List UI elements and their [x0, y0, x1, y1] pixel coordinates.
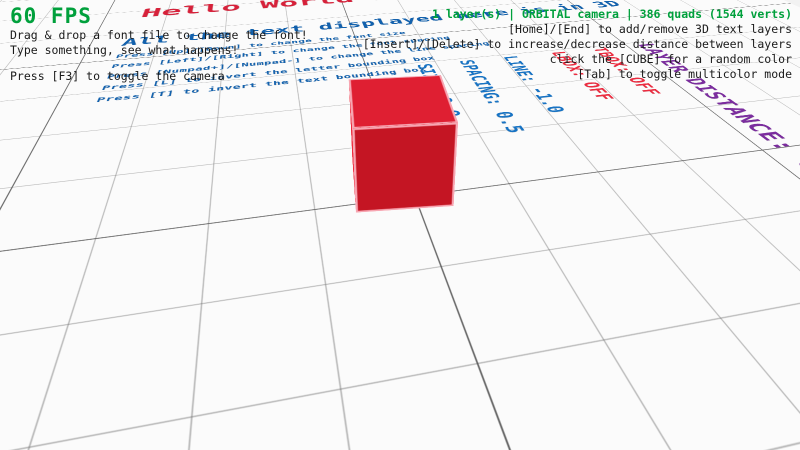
hint-add-remove-layers: [Home]/[End] to add/remove 3D text layer… [508, 22, 792, 36]
hint-multicolor: [Tab] to toggle multicolor mode [577, 67, 792, 81]
hint-cube-color: click the [CUBE] for a random color [549, 52, 792, 66]
fps-counter: 60 FPS [10, 4, 92, 28]
hud-spacer [10, 58, 308, 69]
hud-right-panel: 1 layer(s) | ORBITAL camera | 386 quads … [363, 6, 792, 82]
instruction-line: Type something, see what happens! [10, 43, 239, 57]
cube-icon[interactable] [348, 75, 459, 213]
hint-layer-distance: [Insert]/[Delete] to increase/decrease d… [362, 37, 792, 51]
camera-toggle-hint: Press [F3] to toggle the camera [10, 69, 225, 83]
cube-face-top [348, 75, 459, 129]
instruction-line: Drag & drop a font file to change the fo… [10, 28, 308, 42]
cube-face-back [352, 122, 459, 213]
hud-left-panel: 60 FPS Drag & drop a font file to change… [10, 4, 308, 84]
status-line: 1 layer(s) | ORBITAL camera | 386 quads … [431, 7, 792, 21]
